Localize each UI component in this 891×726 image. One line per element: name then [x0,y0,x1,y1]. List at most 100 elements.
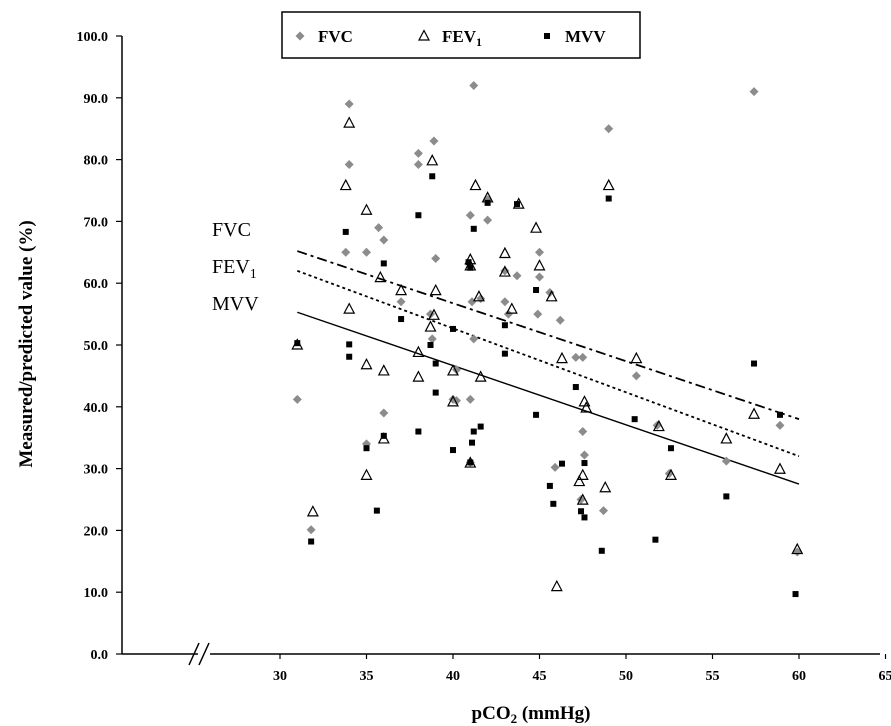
data-point-fvc [396,297,406,307]
axes: 0.0 10.0 20.0 30.0 40.0 50.0 60.0 70.0 80.0 90.0 1… [77,30,891,684]
y-axis-title: Measured/predicted value (%) [16,220,37,467]
data-point-fvc [469,334,479,344]
data-point-fvc [362,247,371,257]
data-point-mvv [558,460,565,467]
data-point-fev1 [474,370,487,382]
data-point-mvv [450,325,456,332]
legend-marker-mvv [544,33,550,39]
data-point-mvv [501,350,508,357]
x-tick-label: 60 [792,669,806,684]
data-point-fvc [571,352,581,362]
data-point-fev1 [580,401,593,413]
data-point-fvc [599,506,609,516]
axis-break-mark [198,642,210,666]
trendline-label-subscript: 1 [250,267,257,282]
data-point-fev1 [545,290,558,302]
data-point-mvv [398,316,405,323]
data-point-fvc [792,547,802,557]
trendline-mvv [297,311,800,485]
data-point-fvc [503,309,513,319]
data-point-fev1 [377,364,390,376]
y-tick-label: 10.0 [84,586,109,601]
data-point-mvv [450,447,456,454]
data-point-mvv [465,259,472,266]
data-point-fvc [550,462,560,472]
data-point-fvc [535,272,544,282]
data-point-fev1 [505,302,518,314]
data-point-fvc [555,315,565,325]
data-point-fvc [483,215,493,225]
y-tick-label: 30.0 [84,463,109,478]
x-tick-label: 65 [879,669,891,684]
data-point-mvv [415,428,422,435]
data-point-fev1 [748,407,761,419]
data-point-mvv [346,353,353,360]
trendline-label-text: MVV [212,293,259,315]
trendline-label-text: FVC [212,219,251,241]
data-point-fvc [469,80,479,90]
y-tick-label: 40.0 [84,401,109,416]
data-point-fev1 [424,320,437,332]
data-point-fvc [379,408,389,418]
data-point-mvv [484,199,491,206]
data-point-mvv [427,342,434,348]
data-point-fev1 [576,468,589,480]
data-point-mvv [776,411,783,418]
data-point-fvc [465,210,475,220]
data-point-mvv [581,514,588,521]
x-tick-label: 55 [706,669,720,684]
legend: FVC FEV1 MVV [281,11,641,59]
data-point-fev1 [630,351,643,364]
data-point-mvv [550,500,557,507]
data-point-mvv [751,360,758,367]
data-point-fev1 [412,370,425,382]
legend-label-mvv: MVV [565,27,606,46]
data-point-mvv [432,360,439,367]
data-point-fev1 [498,265,511,277]
trendlines: FVC FEV1 MVV [212,219,800,485]
data-point-fvc [579,450,589,460]
data-point-fev1 [360,468,373,480]
data-point-fev1 [791,542,804,555]
axis-break-mark [188,642,200,666]
x-tick-label: 50 [619,669,633,684]
data-point-mvv [373,507,380,514]
data-point-fvc [535,247,544,257]
data-point-fev1 [652,419,665,432]
data-point-fev1 [555,351,568,364]
x-axis-title-main: pCO [472,703,511,724]
data-point-mvv [308,538,315,545]
data-point-fev1 [429,283,442,296]
data-point-fev1 [412,345,425,358]
data-point-mvv [578,508,585,515]
legend-marker-fvc [295,31,305,41]
x-tick-label: 45 [533,669,547,684]
data-point-mvv [605,195,612,202]
data-point-fev1 [360,357,373,370]
data-point-mvv [363,445,370,452]
data-point-fvc [545,287,555,297]
y-tick-label: 70.0 [84,215,109,230]
data-point-mvv [598,547,605,554]
data-point-mvv [533,411,540,418]
trendline-label-fvc: FVC [212,219,251,241]
data-point-mvv [467,459,474,466]
data-point-fvc [429,136,439,146]
data-point-fev1 [602,178,615,191]
data-point-fvc [500,297,510,307]
data-points [291,80,804,598]
data-point-fev1 [469,178,482,191]
data-point-fev1 [427,308,440,320]
data-point-fvc [512,271,522,281]
data-point-fvc [292,394,302,404]
data-point-mvv [792,591,799,598]
data-point-fev1 [447,364,459,376]
data-point-fvc [578,352,588,362]
data-point-fvc [413,148,423,158]
data-point-fev1 [472,290,485,302]
data-point-fvc [721,456,731,466]
x-axis-title-subscript: 2 [511,711,518,726]
data-point-mvv [631,416,638,423]
data-point-fev1 [426,154,439,166]
data-point-fev1 [374,270,387,283]
